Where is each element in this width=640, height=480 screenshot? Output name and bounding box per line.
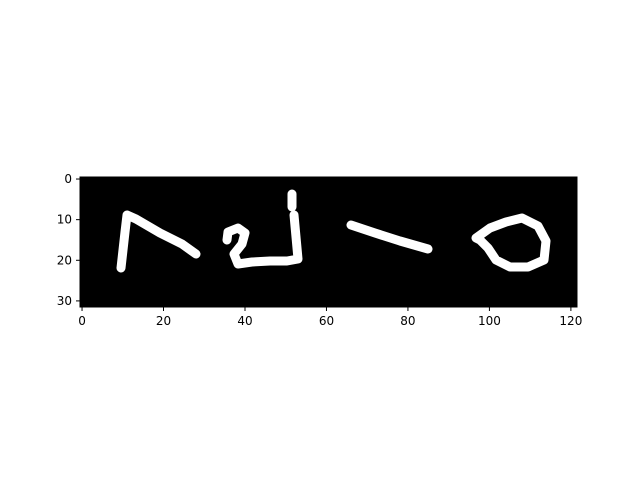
y-tick-label: 30: [57, 294, 72, 308]
glyph-4-hole: [498, 230, 534, 260]
x-tick-label: 20: [156, 314, 171, 328]
x-axis: 0 20 40 60 80 100 120: [78, 307, 582, 328]
y-tick-label: 0: [64, 172, 72, 186]
y-tick-label: 20: [57, 253, 72, 267]
y-axis: 0 10 20 30: [57, 172, 80, 308]
x-tick-label: 60: [319, 314, 334, 328]
x-tick-label: 120: [559, 314, 582, 328]
x-tick-label: 40: [237, 314, 252, 328]
x-tick-label: 80: [400, 314, 415, 328]
x-tick-label: 100: [478, 314, 501, 328]
y-tick-label: 10: [57, 213, 72, 227]
x-tick-label: 0: [78, 314, 86, 328]
